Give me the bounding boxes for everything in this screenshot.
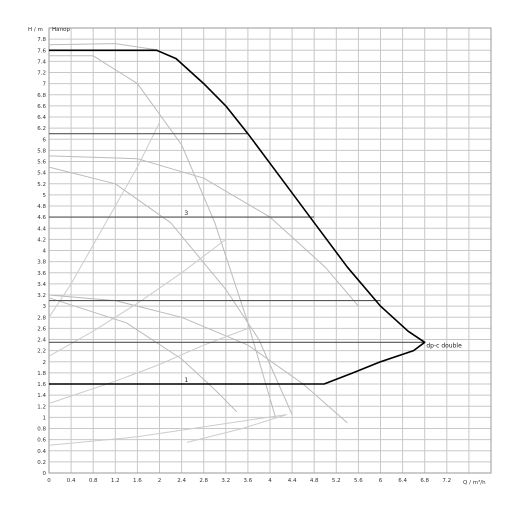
y-tick-label: 7 bbox=[43, 82, 47, 88]
curve-annotation: 3 bbox=[184, 210, 188, 217]
y-tick-label: 6 bbox=[43, 137, 47, 143]
annotations: 3 1 dp-c double bbox=[184, 210, 462, 384]
y-tick-label: 4.4 bbox=[37, 226, 46, 232]
x-tick-label: 0.8 bbox=[89, 478, 98, 484]
y-tick-label: 7.4 bbox=[37, 59, 46, 65]
y-tick-label: 3.8 bbox=[37, 260, 46, 266]
y-axis-label: H / m bbox=[28, 27, 43, 33]
y-tick-label: 0.8 bbox=[37, 427, 46, 433]
curve-annotation: 1 bbox=[184, 377, 188, 384]
y-tick-label: 1.2 bbox=[37, 404, 46, 410]
pump-curve-line-6 bbox=[48, 43, 160, 51]
x-tick-label: 1.6 bbox=[133, 478, 142, 484]
x-tick-label: 5.2 bbox=[332, 478, 341, 484]
y-tick-label: 1.4 bbox=[37, 393, 46, 399]
y-tick-label: 2.2 bbox=[37, 349, 46, 355]
x-tick-label: 4 bbox=[268, 478, 272, 484]
y-tick-label: 1.6 bbox=[37, 382, 46, 388]
y-tick-label: 2.8 bbox=[37, 315, 46, 321]
x-tick-label: 6 bbox=[379, 478, 383, 484]
y-tick-label: 0.2 bbox=[37, 460, 46, 466]
x-tick-label: 2.8 bbox=[199, 478, 208, 484]
y-tick-label: 0 bbox=[43, 471, 47, 477]
x-tick-label: 6.4 bbox=[398, 478, 407, 484]
y-tick-label: 5.4 bbox=[37, 171, 46, 177]
y-tick-label: 7.8 bbox=[37, 37, 46, 43]
x-tick-label: 7.2 bbox=[442, 478, 451, 484]
pump-curve-line-8 bbox=[48, 155, 359, 307]
y-tick-label: 6.8 bbox=[37, 93, 46, 99]
curve-annotation: dp-c double bbox=[426, 343, 462, 350]
pump-curve-line-11 bbox=[48, 297, 238, 413]
y-tick-label: 6.4 bbox=[37, 115, 46, 121]
y-tick-label: 4.8 bbox=[37, 204, 46, 210]
y-tick-label: 0.4 bbox=[37, 449, 46, 455]
system-curve-line-13 bbox=[48, 327, 249, 404]
y-tick-label: 7.2 bbox=[37, 71, 46, 77]
x-tick-label: 1.2 bbox=[111, 478, 120, 484]
y-tick-label: 4.2 bbox=[37, 237, 46, 243]
x-tick-label: 0 bbox=[47, 478, 51, 484]
x-tick-label: 3.2 bbox=[221, 478, 230, 484]
x-tick-label: 4.4 bbox=[288, 478, 297, 484]
x-tick-label: 4.8 bbox=[310, 478, 319, 484]
x-tick-label: 0.4 bbox=[67, 478, 76, 484]
system-curve-line-15 bbox=[48, 122, 160, 318]
y-tick-label: 4 bbox=[43, 249, 47, 255]
tick-labels: 0 0.4 0.8 1.2 1.6 2 2.4 2.8 3.2 3.6 4 4.4 4.8 5.2 5.6 6… bbox=[37, 37, 451, 484]
system-curve-line-12 bbox=[48, 414, 287, 446]
y-tick-label: 4.6 bbox=[37, 215, 46, 221]
y-tick-label: 5.6 bbox=[37, 160, 46, 166]
system-curve-line-14 bbox=[48, 239, 227, 357]
y-tick-label: 2.6 bbox=[37, 326, 46, 332]
curves bbox=[48, 43, 426, 446]
y-tick-label: 6.2 bbox=[37, 126, 46, 132]
y-tick-label: 5 bbox=[43, 193, 47, 199]
plot-frame bbox=[48, 27, 492, 474]
envelope-line-0 bbox=[49, 49, 426, 385]
y-tick-label: 3.4 bbox=[37, 282, 46, 288]
y-tick-label: 3.6 bbox=[37, 271, 46, 277]
pump-curve-line-10 bbox=[48, 294, 348, 424]
y-tick-label: 2 bbox=[43, 360, 47, 366]
x-axis-label: Q / m³/h bbox=[463, 479, 486, 486]
grid bbox=[48, 27, 492, 474]
y-axis-title: Напор bbox=[52, 27, 70, 33]
y-tick-label: 7.6 bbox=[37, 48, 46, 54]
y-tick-label: 5.2 bbox=[37, 182, 46, 188]
x-tick-label: 5.6 bbox=[354, 478, 363, 484]
y-tick-label: 3 bbox=[43, 304, 47, 310]
x-tick-label: 3.6 bbox=[244, 478, 253, 484]
x-tick-label: 2.4 bbox=[177, 478, 186, 484]
y-tick-label: 2.4 bbox=[37, 338, 46, 344]
y-tick-label: 0.6 bbox=[37, 438, 46, 444]
y-tick-label: 5.8 bbox=[37, 148, 46, 154]
y-tick-label: 1.8 bbox=[37, 371, 46, 377]
pump-curve-line-9 bbox=[48, 166, 293, 415]
y-tick-label: 3.2 bbox=[37, 293, 46, 299]
x-tick-label: 6.8 bbox=[420, 478, 429, 484]
y-tick-label: 6.6 bbox=[37, 104, 46, 110]
system-curve-line-16 bbox=[186, 414, 287, 443]
y-tick-label: 1 bbox=[43, 415, 47, 421]
x-tick-label: 2 bbox=[158, 478, 162, 484]
